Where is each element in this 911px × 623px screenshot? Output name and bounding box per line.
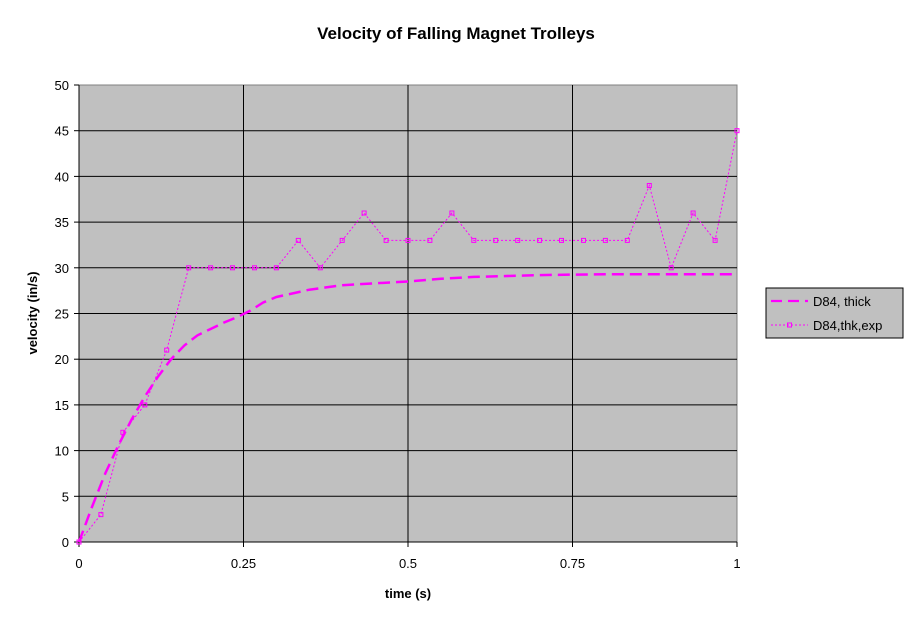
- series-2-point: [581, 237, 586, 243]
- legend-label-series-1: D84, thick: [813, 294, 871, 309]
- series-2-point: [252, 265, 257, 271]
- legend-label-series-2: D84,thk,exp: [813, 318, 882, 333]
- y-tick-label: 45: [55, 124, 69, 139]
- y-tick-label: 10: [55, 444, 69, 459]
- y-axis-ticks: 0 5 10 15 20 25 30 35 40 45 50: [55, 78, 79, 550]
- series-2-point: [471, 237, 477, 243]
- x-axis-ticks: 0 0.25 0.5 0.75 1: [75, 542, 741, 571]
- series-2-point: [186, 265, 192, 271]
- series-2-point: [449, 210, 455, 216]
- series-2-point: [120, 429, 126, 435]
- y-tick-label: 30: [55, 261, 69, 276]
- series-2-point: [405, 237, 411, 243]
- series-2-point: [317, 265, 323, 271]
- series-2-point: [230, 265, 235, 271]
- series-2-point: [339, 237, 345, 243]
- series-2-point: [98, 512, 104, 518]
- series-2-point: [712, 237, 718, 243]
- series-2-point: [361, 210, 367, 216]
- series-2-point: [427, 237, 433, 243]
- series-2-point: [602, 237, 608, 243]
- y-axis-title: velocity (in/s): [25, 271, 40, 354]
- series-2-point: [734, 128, 740, 134]
- legend: D84, thick D84,thk,exp: [765, 287, 904, 339]
- series-2-point: [164, 347, 170, 353]
- series-2-point: [515, 237, 521, 243]
- y-tick-label: 25: [55, 307, 69, 322]
- series-2-point: [142, 402, 148, 408]
- y-tick-label: 5: [62, 489, 69, 504]
- y-tick-label: 40: [55, 169, 69, 184]
- y-tick-label: 35: [55, 215, 69, 230]
- series-2-point: [668, 265, 674, 271]
- series-2-point: [624, 237, 630, 243]
- chart-title: Velocity of Falling Magnet Trolleys: [317, 24, 595, 43]
- series-2-point: [646, 183, 652, 188]
- series-2-point: [559, 237, 564, 243]
- x-tick-label: 0.75: [560, 556, 585, 571]
- series-2-point: [537, 237, 543, 243]
- series-2-point: [208, 265, 214, 271]
- series-2-point: [295, 237, 301, 243]
- series-layer: [76, 128, 740, 545]
- series-line-2: [78, 130, 738, 543]
- series-2-point: [273, 265, 279, 271]
- series-line-1: [77, 272, 737, 543]
- y-tick-label: 20: [55, 352, 69, 367]
- legend-box: [765, 287, 904, 339]
- x-axis-title: time (s): [385, 586, 431, 601]
- x-tick-label: 0.25: [231, 556, 256, 571]
- x-tick-label: 1: [733, 556, 740, 571]
- y-tick-label: 50: [55, 78, 69, 93]
- series-2-point: [690, 210, 696, 216]
- x-tick-label: 0.5: [399, 556, 417, 571]
- y-tick-label: 15: [55, 398, 69, 413]
- series-2-point: [76, 539, 82, 545]
- x-tick-label: 0: [75, 556, 82, 571]
- series-2-point: [383, 237, 389, 243]
- series-2-point: [493, 237, 499, 243]
- legend-marker-series-2: [787, 322, 792, 328]
- y-tick-label: 0: [62, 535, 69, 550]
